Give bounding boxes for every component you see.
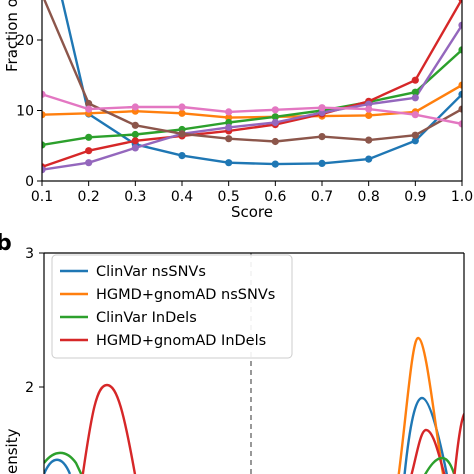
panel-b-y-tick-label-2: 2: [25, 380, 34, 396]
panel-b-curve-clinvar-indel-right: [423, 456, 456, 474]
series-2-point-1: [85, 133, 93, 141]
series-4-point-2: [131, 144, 139, 152]
panel-a-y-ticks: 0 10 20: [16, 33, 42, 190]
series-1-point-9: [458, 81, 462, 89]
series-6-point-4: [225, 108, 233, 116]
panel-b-curve-hgmd-nssnv-right: [397, 336, 445, 474]
series-0-point-8: [411, 137, 419, 145]
x-tick-label-6: 0.7: [311, 189, 333, 205]
series-6-point-0: [42, 90, 46, 98]
panel-b-curve-hgmd-indel-right: [410, 428, 446, 474]
series-3-point-2: [131, 137, 139, 145]
series-1-point-3: [178, 109, 186, 117]
series-5-point-2: [131, 121, 139, 129]
y-tick-label-1: 10: [16, 104, 34, 120]
legend: ClinVar nsSNVs HGMD+gnomAD nsSNVs ClinVa…: [51, 254, 293, 359]
series-4-point-5: [271, 118, 279, 127]
legend-label-hgmd-indels: HGMD+gnomAD InDels: [96, 333, 266, 349]
legend-box: [51, 254, 293, 359]
panel-b-curve-clinvar-nssnv-left: [44, 458, 72, 474]
series-5-point-7: [365, 136, 373, 144]
panel-b-y-tick-label-3: 3: [25, 246, 34, 262]
series-3-point-8: [411, 76, 419, 84]
legend-label-hgmd-nssnvs: HGMD+gnomAD nsSNVs: [96, 287, 275, 303]
series-5-point-5: [271, 137, 279, 146]
series-5-point-9: [458, 105, 462, 113]
panel-b-curve-hgmd-indel-edge: [453, 412, 464, 474]
x-tick-label-2: 0.3: [124, 189, 146, 205]
panel-a-frame: [41, 0, 463, 182]
series-0-point-5: [271, 160, 279, 168]
series-4-point-9: [458, 21, 462, 29]
series-5-point-1: [85, 99, 93, 108]
series-2-point-8: [411, 88, 419, 96]
panel-b: b 3 2 ensity ClinVar nsSNVs HGMD+gnomAD …: [0, 231, 465, 474]
series-0-point-9: [458, 90, 462, 98]
x-tick-label-1: 0.2: [78, 189, 100, 205]
panel-b-curve-hgmd-indel-left: [81, 383, 137, 474]
series-line-1: [42, 84, 462, 119]
series-3-point-9: [458, 0, 462, 3]
series-line-6: [42, 93, 462, 126]
series-0-point-4: [225, 159, 233, 167]
legend-label-clinvar-nssnvs: ClinVar nsSNVs: [96, 264, 206, 280]
panel-b-curve-clinvar-indel-left: [44, 451, 83, 474]
series-5-point-8: [411, 131, 419, 139]
series-6-point-8: [411, 111, 419, 119]
series-0-point-3: [178, 152, 186, 160]
panel-a: 0.1 0.2 0.3 0.4 0.5 0.6 0.7 0.8 0.9 1.0 0 10 20 Sco…: [3, 0, 473, 221]
series-6-point-2: [131, 103, 139, 111]
series-1-point-7: [365, 111, 373, 119]
legend-label-clinvar-indels: ClinVar InDels: [96, 310, 197, 326]
series-2-point-5: [271, 113, 279, 121]
series-6-point-6: [318, 104, 326, 112]
series-6-point-3: [178, 103, 186, 111]
series-3-point-1: [85, 147, 93, 155]
series-4-point-0: [42, 166, 46, 174]
panel-a-series-markers: [42, 0, 462, 174]
series-0-point-6: [318, 159, 326, 167]
panel-b-curves: [44, 336, 464, 474]
series-4-point-1: [85, 159, 93, 167]
series-4-point-8: [411, 94, 419, 102]
series-line-4: [42, 24, 462, 171]
series-0-point-7: [365, 155, 373, 163]
series-2-point-0: [42, 141, 46, 149]
x-tick-label-5: 0.6: [264, 189, 286, 205]
series-line-3: [42, 0, 462, 169]
series-4-point-4: [225, 123, 233, 131]
x-tick-label-4: 0.5: [218, 189, 240, 205]
series-2-point-2: [131, 130, 139, 139]
y-tick-label-2: 20: [16, 33, 34, 49]
panel-a-x-axis-label: Score: [231, 203, 273, 221]
series-5-point-6: [318, 133, 326, 141]
series-2-point-9: [458, 46, 462, 54]
x-tick-label-7: 0.8: [358, 189, 380, 205]
panel-b-curve-clinvar-nssnv-right: [403, 396, 448, 474]
x-tick-label-0: 0.1: [31, 189, 53, 205]
panel-b-label: b: [0, 231, 12, 256]
panel-a-x-ticks: 0.1 0.2 0.3 0.4 0.5 0.6 0.7 0.8 0.9 1.0: [31, 181, 473, 205]
series-6-point-7: [365, 105, 373, 113]
series-5-point-3: [178, 130, 186, 138]
panel-a-y-axis-label: Fraction o: [3, 0, 21, 72]
series-6-point-9: [458, 120, 462, 128]
series-1-point-0: [42, 111, 46, 119]
series-line-5: [43, 0, 462, 143]
series-line-2: [42, 49, 462, 147]
series-line-0: [60, 0, 462, 166]
x-tick-label-8: 0.9: [404, 189, 426, 205]
series-6-point-5: [271, 106, 279, 114]
x-tick-label-9: 1.0: [451, 189, 473, 205]
panel-a-series-lines: [42, 0, 462, 171]
series-5-point-4: [225, 135, 233, 143]
y-tick-label-0: 0: [25, 174, 34, 190]
x-tick-label-3: 0.4: [171, 189, 193, 205]
panel-b-y-axis-label: ensity: [3, 428, 21, 474]
series-6-point-1: [85, 105, 93, 113]
